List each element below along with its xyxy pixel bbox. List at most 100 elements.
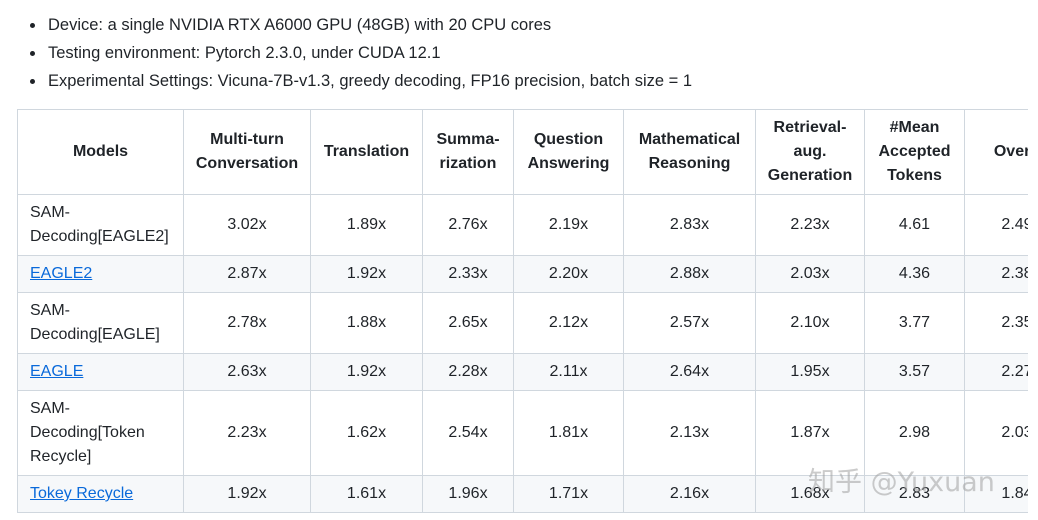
value-cell: 2.11x (513, 353, 624, 391)
results-table: Models Multi-turn Conversation Translation S… (17, 109, 1028, 513)
column-header: Retrieval-aug. Generation (755, 109, 865, 195)
value-cell: 1.92x (310, 255, 423, 293)
column-header: Models (17, 109, 184, 195)
value-cell: 2.23x (755, 194, 865, 256)
model-name-line: Decoding[EAGLE] (30, 326, 160, 343)
value-cell: 3.57 (864, 353, 965, 391)
table-row: SAM- Decoding[Token Recycle] 2.23x 1.62x 2.54… (17, 390, 1028, 476)
value-cell: 2.83 (864, 475, 965, 513)
column-header-line: #Mean (889, 119, 940, 136)
value-cell: 4.36 (864, 255, 965, 293)
column-header-line: Mathematical (638, 131, 741, 148)
column-header: Summa-rization (422, 109, 514, 195)
value-cell: 1.84x (964, 475, 1028, 513)
value-cell: 2.20x (513, 255, 624, 293)
value-cell: 2.19x (513, 194, 624, 256)
column-header-line: Answering (527, 155, 610, 172)
model-name-line: Decoding[Token (30, 424, 145, 441)
value-cell: 3.77 (864, 292, 965, 354)
value-cell: 2.76x (422, 194, 514, 256)
value-cell: 2.54x (422, 390, 514, 476)
value-cell: 1.61x (310, 475, 423, 513)
model-link[interactable]: Tokey Recycle (30, 485, 134, 502)
value-cell: 2.27x (964, 353, 1028, 391)
value-cell: 2.28x (422, 353, 514, 391)
header-row: Models Multi-turn Conversation Translation S… (17, 109, 1028, 195)
value-cell: 2.10x (755, 292, 865, 354)
column-header-line: Models (72, 143, 129, 160)
value-cell: 2.57x (623, 292, 756, 354)
value-cell: 2.38x (964, 255, 1028, 293)
value-cell: 2.49x (964, 194, 1028, 256)
value-cell: 2.98 (864, 390, 965, 476)
value-cell: 2.35x (964, 292, 1028, 354)
value-cell: 2.88x (623, 255, 756, 293)
value-cell: 2.12x (513, 292, 624, 354)
column-header: Mathematical Reasoning (623, 109, 756, 195)
model-link[interactable]: EAGLE (30, 363, 84, 380)
model-name-line: Recycle] (30, 448, 92, 465)
model-name-line: SAM- (30, 204, 70, 221)
model-name-line: SAM- (30, 400, 70, 417)
value-cell: 1.71x (513, 475, 624, 513)
model-cell: EAGLE2 (17, 255, 184, 293)
column-header: Multi-turn Conversation (183, 109, 311, 195)
value-cell: 2.03x (964, 390, 1028, 476)
column-header-line: Overall (993, 143, 1028, 160)
column-header-line: Tokens (887, 167, 942, 184)
column-header: Overall (964, 109, 1028, 195)
value-cell: 1.95x (755, 353, 865, 391)
value-cell: 2.13x (623, 390, 756, 476)
value-cell: 1.81x (513, 390, 624, 476)
value-cell: 3.02x (183, 194, 311, 256)
column-header: Question Answering (513, 109, 624, 195)
value-cell: 2.33x (422, 255, 514, 293)
column-header-line: Retrieval- (773, 119, 847, 136)
column-header-line: rization (439, 155, 497, 172)
value-cell: 1.89x (310, 194, 423, 256)
value-cell: 2.23x (183, 390, 311, 476)
value-cell: 1.92x (183, 475, 311, 513)
model-name-line: Decoding[EAGLE2] (30, 228, 169, 245)
model-name-line: SAM- (30, 302, 70, 319)
value-cell: 2.65x (422, 292, 514, 354)
column-header: Translation (310, 109, 423, 195)
column-header-line: Question (533, 131, 604, 148)
results-table-scroll[interactable]: Models Multi-turn Conversation Translation S… (17, 109, 1028, 513)
table-row: EAGLE2 2.87x 1.92x 2.33x 2.20x 2.88x 2.03x 4.36… (17, 255, 1028, 293)
value-cell: 2.16x (623, 475, 756, 513)
model-cell: SAM- Decoding[Token Recycle] (17, 390, 184, 476)
model-link[interactable]: EAGLE2 (30, 265, 93, 282)
value-cell: 2.83x (623, 194, 756, 256)
bullet-settings: Experimental Settings: Vicuna-7B-v1.3, g… (29, 69, 692, 93)
table-row: SAM- Decoding[EAGLE2] 3.02x 1.89x 2.76x 2.19x… (17, 194, 1028, 256)
value-cell: 1.87x (755, 390, 865, 476)
value-cell: 1.62x (310, 390, 423, 476)
value-cell: 2.63x (183, 353, 311, 391)
model-cell: EAGLE (17, 353, 184, 391)
column-header-line: Accepted (878, 143, 951, 160)
model-cell: SAM- Decoding[EAGLE2] (17, 194, 184, 256)
bullet-environment: Testing environment: Pytorch 2.3.0, unde… (30, 41, 441, 65)
column-header-line: Translation (323, 143, 410, 160)
bullet-device: Device: a single NVIDIA RTX A6000 GPU (4… (29, 13, 551, 37)
model-cell: Tokey Recycle (17, 475, 184, 513)
value-cell: 1.68x (755, 475, 865, 513)
table-row: EAGLE 2.63x 1.92x 2.28x 2.11x 2.64x 1.95x 3.57 2… (17, 353, 1028, 391)
value-cell: 2.64x (623, 353, 756, 391)
table-row: Tokey Recycle 1.92x 1.61x 1.96x 1.71x 2.16x 1.… (17, 475, 1028, 513)
value-cell: 1.88x (310, 292, 423, 354)
value-cell: 1.96x (422, 475, 514, 513)
column-header-line: Reasoning (648, 155, 731, 172)
value-cell: 1.92x (310, 353, 423, 391)
model-cell: SAM- Decoding[EAGLE] (17, 292, 184, 354)
value-cell: 2.03x (755, 255, 865, 293)
column-header-line: Multi-turn (210, 131, 284, 148)
value-cell: 2.87x (183, 255, 311, 293)
column-header-line: Conversation (195, 155, 299, 172)
column-header-line: Generation (767, 167, 853, 184)
value-cell: 2.78x (183, 292, 311, 354)
column-header-line: Summa- (436, 131, 500, 148)
value-cell: 4.61 (864, 194, 965, 256)
table-row: SAM- Decoding[EAGLE] 2.78x 1.88x 2.65x 2.12x 2… (17, 292, 1028, 354)
